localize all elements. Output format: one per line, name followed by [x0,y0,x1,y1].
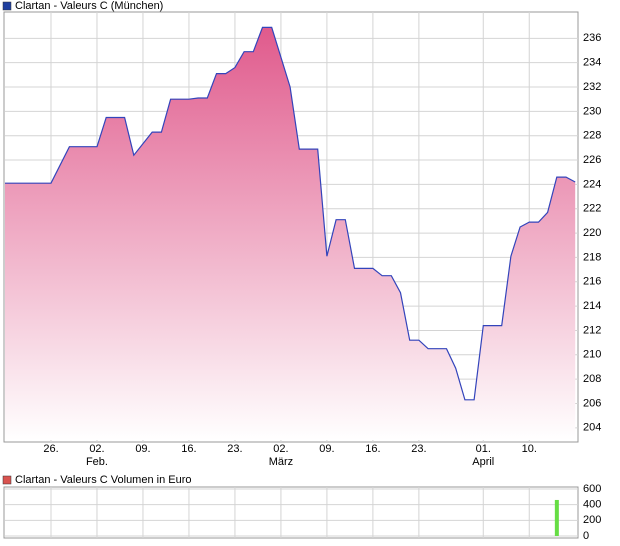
y-tick-label: 216 [583,276,601,288]
plot-frame [3,11,579,443]
legend-swatch [2,475,12,485]
y-tick-label: 600 [583,483,601,495]
y-tick-label: 214 [583,300,601,312]
y-tick-label: 210 [583,349,601,361]
legend-swatch [2,1,12,11]
y-tick-label: 234 [583,57,601,69]
y-tick-label: 208 [583,373,601,385]
x-tick-label: 23. [227,443,242,455]
x-tick-label: 10. [522,443,537,455]
legend-label: Clartan - Valeurs C (München) [15,0,163,12]
x-tick-label: 23. [411,443,426,455]
x-tick-label: 09. [319,443,334,455]
price-line [5,26,576,401]
legend-label: Clartan - Valeurs C Volumen in Euro [15,474,192,486]
x-month-label: März [269,456,293,468]
x-month-label: April [472,456,494,468]
y-tick-label: 218 [583,251,601,263]
x-month-label: Feb. [86,456,108,468]
x-tick-label: 16. [365,443,380,455]
y-tick-label: 206 [583,397,601,409]
y-tick-label: 222 [583,203,601,215]
plot-frame [3,486,579,539]
y-tick-label: 224 [583,178,601,190]
x-tick-label: 09. [135,443,150,455]
y-tick-label: 0 [583,530,589,542]
y-tick-label: 226 [583,154,601,166]
x-tick-label: 16. [181,443,196,455]
y-tick-label: 212 [583,324,601,336]
x-tick-label: 26. [43,443,58,455]
y-tick-label: 200 [583,514,601,526]
y-tick-label: 232 [583,81,601,93]
x-tick-label: 02. [273,443,288,455]
volume-bar [554,499,559,536]
x-tick-label: 01. [476,443,491,455]
y-tick-label: 220 [583,227,601,239]
y-tick-label: 204 [583,422,601,434]
y-tick-label: 236 [583,32,601,44]
x-tick-label: 02. [89,443,104,455]
area-fill [5,27,576,441]
y-tick-label: 400 [583,499,601,511]
y-tick-label: 230 [583,105,601,117]
y-tick-label: 228 [583,130,601,142]
